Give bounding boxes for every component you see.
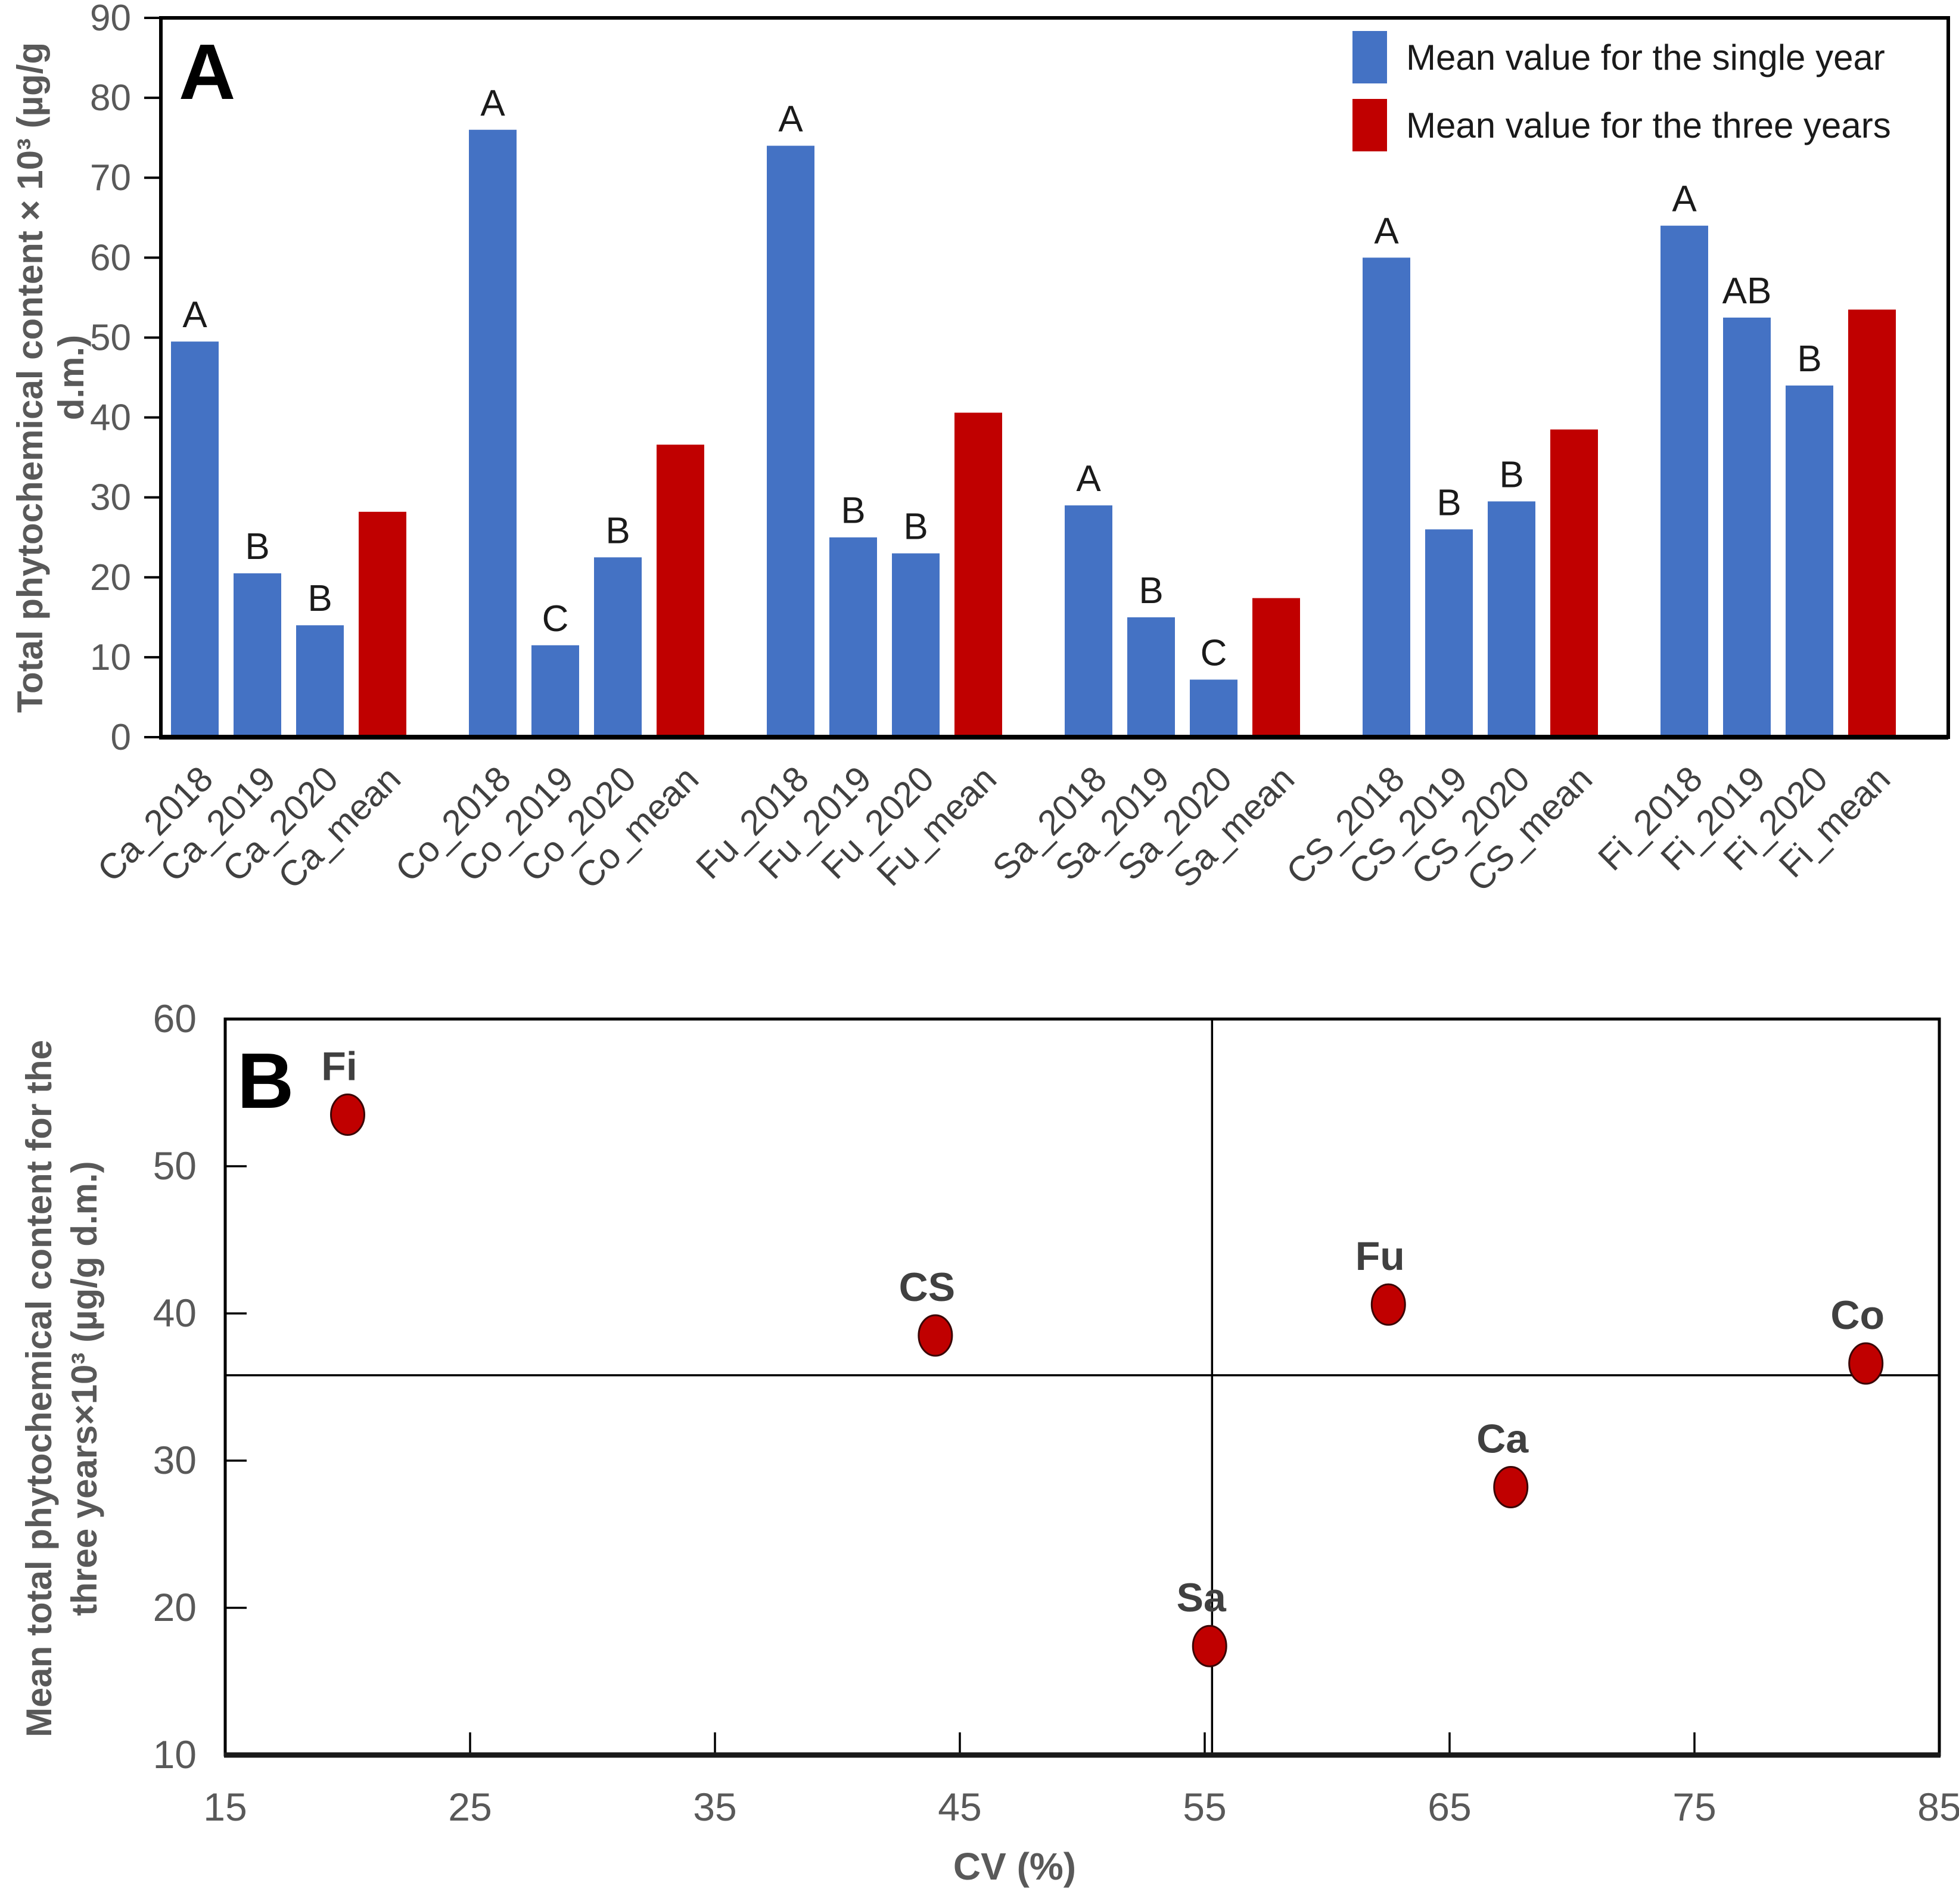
b-x-tick-label: 75 xyxy=(1672,1785,1716,1829)
bar-Ca_2020 xyxy=(296,625,344,737)
b-y-tick-label: 10 xyxy=(153,1732,197,1776)
significance-letter-Fi_2018: A xyxy=(1672,179,1697,220)
bar-Co_2020 xyxy=(594,557,642,737)
panel-a-y-axis-title: Total phytochemical content × 10³ (µg/g … xyxy=(10,42,91,713)
b-y-tick-label: 40 xyxy=(153,1291,197,1335)
scatter-point-Fi xyxy=(330,1094,365,1136)
significance-letter-Sa_2019: B xyxy=(1139,570,1163,611)
significance-letter-Ca_2020: B xyxy=(307,578,332,619)
b-x-tick-label: 45 xyxy=(938,1785,981,1829)
b-x-tick-label: 35 xyxy=(693,1785,736,1829)
b-y-tick-label: 20 xyxy=(153,1585,197,1629)
scatter-point-CS xyxy=(918,1314,953,1357)
a-y-tick-label: 20 xyxy=(90,557,131,598)
significance-letter-Fu_2018: A xyxy=(778,99,803,140)
legend-swatch-red xyxy=(1352,99,1387,151)
significance-letter-Fu_2019: B xyxy=(841,490,865,532)
panel-b-y-axis-title: Mean total phytochemical content for the… xyxy=(17,1019,107,1758)
a-y-tick-label: 30 xyxy=(90,477,131,518)
a-y-tick-label: 60 xyxy=(90,237,131,278)
a-y-tick-label: 0 xyxy=(111,717,131,758)
panel-b-y-axis-title-line1: Mean total phytochemical content for the xyxy=(19,1039,59,1738)
bar-Fu_2018 xyxy=(767,145,814,738)
scatter-point-label-Co: Co xyxy=(1830,1293,1885,1338)
significance-letter-CS_2019: B xyxy=(1436,482,1461,523)
bar-Sa_2019 xyxy=(1127,617,1175,737)
legend-item-single-year: Mean value for the single year xyxy=(1352,31,1891,83)
panel-b-x-axis-title: CV (%) xyxy=(953,1845,1077,1888)
panel-a-letter: A xyxy=(179,28,236,116)
scatter-point-label-CS: CS xyxy=(899,1265,955,1310)
scatter-point-label-Fu: Fu xyxy=(1355,1234,1405,1279)
significance-letter-Sa_2020: C xyxy=(1201,632,1227,673)
b-x-tick-label: 15 xyxy=(203,1785,247,1829)
scatter-chart: 10 20 30 40 50 60 15 25 35 45 55 65 75 85 Fi CS Fu Co Ca Sa xyxy=(153,996,1959,1829)
significance-letter-Fu_2020: B xyxy=(903,507,928,548)
bar-Co_2019 xyxy=(531,645,579,737)
b-y-tick-label: 60 xyxy=(153,996,197,1040)
plot-frame-b xyxy=(223,1017,1941,1757)
significance-letter-Sa_2018: A xyxy=(1076,458,1101,499)
b-x-tick-label: 85 xyxy=(1917,1785,1959,1829)
scatter-point-Fu xyxy=(1370,1283,1406,1326)
significance-letter-Co_2020: B xyxy=(605,510,630,551)
scatter-point-Ca xyxy=(1493,1465,1529,1508)
bar-Fi_mean xyxy=(1848,309,1896,737)
bar-Ca_mean xyxy=(359,511,406,737)
significance-letter-Ca_2019: B xyxy=(245,526,269,567)
bar-Fu_2019 xyxy=(829,537,877,737)
bar-CS_2018 xyxy=(1363,257,1410,737)
b-x-tick-label: 55 xyxy=(1183,1785,1226,1829)
bar-Ca_2018 xyxy=(171,341,219,737)
significance-letter-CS_2018: A xyxy=(1374,210,1399,251)
legend: Mean value for the single year Mean valu… xyxy=(1352,31,1891,151)
bar-CS_2019 xyxy=(1425,529,1473,737)
significance-letter-Fi_2020: B xyxy=(1797,338,1821,380)
bar-Fi_2020 xyxy=(1786,385,1833,737)
significance-letter-Co_2019: C xyxy=(542,598,569,639)
scatter-point-label-Ca: Ca xyxy=(1476,1416,1529,1461)
bar-Sa_mean xyxy=(1252,598,1300,737)
bar-Sa_2018 xyxy=(1065,505,1112,737)
a-y-tick-label: 90 xyxy=(90,0,131,39)
a-y-tick-label: 10 xyxy=(90,637,131,678)
legend-item-three-years: Mean value for the three years xyxy=(1352,99,1891,151)
legend-label-three-years: Mean value for the three years xyxy=(1406,105,1891,145)
a-y-tick-label: 50 xyxy=(90,317,131,358)
significance-letter-CS_2020: B xyxy=(1499,454,1523,495)
b-x-tick-label: 65 xyxy=(1428,1785,1471,1829)
scatter-point-Co xyxy=(1848,1342,1884,1385)
significance-letter-Fi_2019: AB xyxy=(1722,271,1772,312)
legend-label-single-year: Mean value for the single year xyxy=(1406,37,1885,77)
bar-Fi_2019 xyxy=(1723,317,1771,737)
bar-Co_2018 xyxy=(469,129,517,737)
b-y-tick-label: 50 xyxy=(153,1144,197,1188)
bar-Fi_2018 xyxy=(1661,225,1708,737)
scatter-point-label-Sa: Sa xyxy=(1177,1575,1227,1620)
scatter-point-label-Fi: Fi xyxy=(321,1044,357,1089)
bar-Fu_mean xyxy=(954,412,1002,737)
bar-Sa_2020 xyxy=(1190,679,1237,737)
b-y-tick-label: 30 xyxy=(153,1438,197,1482)
a-y-tick-label: 40 xyxy=(90,397,131,439)
legend-swatch-blue xyxy=(1352,31,1387,83)
panel-b-y-axis-title-line2: three years×10³ (µg/g d.m.) xyxy=(64,1161,104,1616)
panel-b-letter: B xyxy=(237,1037,294,1125)
bar-Co_mean xyxy=(657,445,704,737)
significance-letter-Ca_2018: A xyxy=(182,294,207,336)
bar-chart: 0102030405060708090ACa_2018BCa_2019BCa_2… xyxy=(90,0,1950,899)
bar-CS_2020 xyxy=(1488,501,1535,737)
bar-Ca_2019 xyxy=(234,573,281,737)
b-x-tick-label: 25 xyxy=(448,1785,492,1829)
bar-CS_mean xyxy=(1550,429,1598,737)
a-y-tick-label: 80 xyxy=(90,77,131,119)
a-y-tick-label: 70 xyxy=(90,157,131,198)
bar-Fu_2020 xyxy=(892,553,940,737)
significance-letter-Co_2018: A xyxy=(480,83,505,124)
scatter-point-Sa xyxy=(1192,1625,1227,1667)
